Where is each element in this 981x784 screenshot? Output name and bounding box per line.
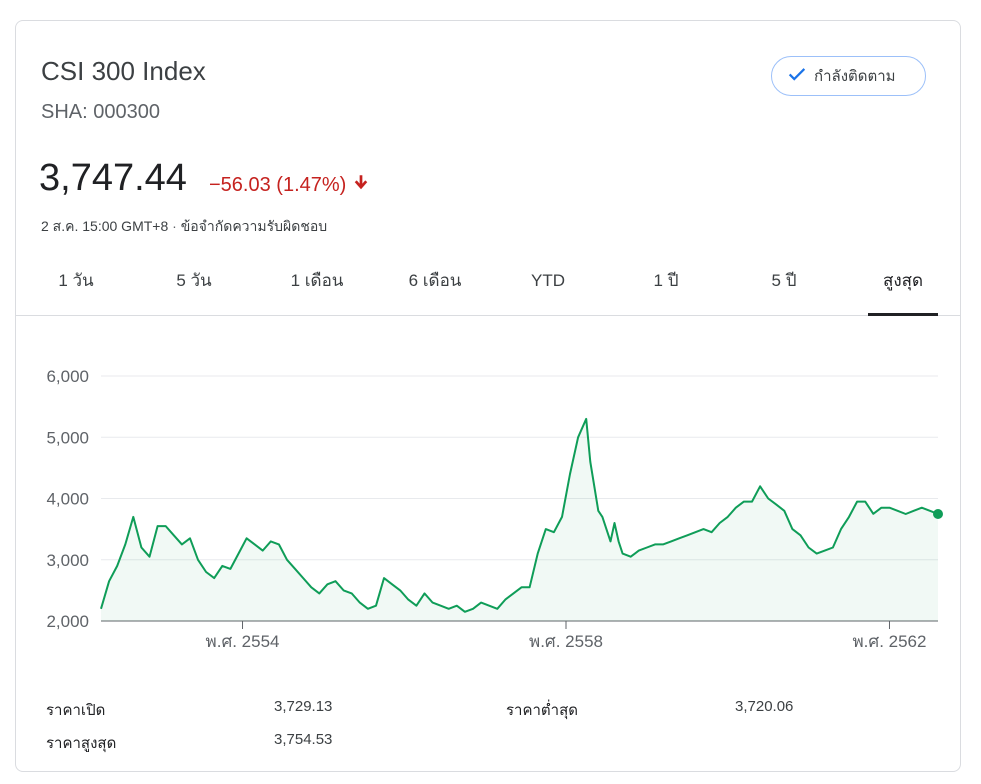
- tab-label: 5 วัน: [176, 271, 212, 290]
- current-price: 3,747.44: [39, 157, 187, 199]
- y-tick-label: 4,000: [46, 490, 89, 509]
- follow-label: กำลังติดตาม: [814, 68, 896, 85]
- price-chart-svg[interactable]: 2,000 3,000 4,000 5,000 6,000 พ.ศ. 2554 พ.ศ. 2…: [16, 321, 961, 681]
- tab-1-day[interactable]: 1 วัน: [36, 253, 116, 315]
- tab-5-year[interactable]: 5 ปี: [744, 253, 824, 315]
- series-line: [100, 417, 939, 613]
- tab-label: 1 วัน: [58, 271, 94, 290]
- stat-open-label: ราคาเปิด: [46, 702, 106, 719]
- price-chart[interactable]: 2,000 3,000 4,000 5,000 6,000 พ.ศ. 2554 พ.ศ. 2…: [16, 321, 961, 681]
- ticker-symbol: SHA: 000300: [41, 101, 160, 123]
- tab-6-month[interactable]: 6 เดือน: [389, 253, 481, 315]
- tab-ytd[interactable]: YTD: [508, 253, 588, 315]
- y-tick-label: 6,000: [46, 367, 89, 386]
- tab-1-month[interactable]: 1 เดือน: [271, 253, 363, 315]
- disclaimer-link[interactable]: ข้อจำกัดความรับผิดชอบ: [180, 218, 328, 234]
- stats-table: ราคาเปิด 3,729.13 ราคาต่ำสุด 3,720.06 รา…: [16, 681, 960, 761]
- x-tick-label: พ.ศ. 2562: [852, 632, 926, 651]
- meta-separator: ·: [172, 218, 177, 234]
- stat-low-value: 3,720.06: [735, 698, 794, 715]
- tab-5-day[interactable]: 5 วัน: [154, 253, 234, 315]
- follow-button[interactable]: กำลังติดตาม: [771, 56, 926, 96]
- stock-card: CSI 300 Index SHA: 000300 กำลังติดตาม 3,…: [15, 20, 961, 772]
- y-tick-label: 3,000: [46, 551, 89, 570]
- series-area: [101, 418, 938, 621]
- current-value-dot: [933, 508, 943, 519]
- tab-max[interactable]: สูงสุด: [868, 253, 938, 316]
- tab-label: YTD: [531, 271, 565, 290]
- range-tabs: 1 วัน 5 วัน 1 เดือน 6 เดือน YTD 1 ปี 5 ป…: [16, 253, 960, 316]
- x-tick-label: พ.ศ. 2554: [206, 632, 280, 651]
- y-tick-label: 2,000: [46, 612, 89, 631]
- stat-high-value: 3,754.53: [274, 731, 333, 748]
- arrow-down-icon: [350, 173, 370, 197]
- x-tick-label: พ.ศ. 2558: [529, 632, 603, 651]
- stat-low-label: ราคาต่ำสุด: [506, 702, 578, 719]
- tab-label: 6 เดือน: [408, 271, 462, 290]
- check-icon: [786, 63, 808, 89]
- stat-high-label: ราคาสูงสุด: [46, 735, 117, 752]
- index-title: CSI 300 Index: [41, 56, 206, 86]
- stat-open-value: 3,729.13: [274, 698, 333, 715]
- price-change-value: −56.03 (1.47%): [209, 173, 347, 196]
- tab-label: 1 ปี: [653, 271, 679, 290]
- tab-label: 5 ปี: [771, 271, 797, 290]
- price-change: −56.03 (1.47%): [209, 173, 370, 197]
- timestamp: 2 ส.ค. 15:00 GMT+8: [41, 218, 169, 234]
- active-tab-indicator: [868, 313, 938, 316]
- price-meta: 2 ส.ค. 15:00 GMT+8 · ข้อจำกัดความรับผิดช…: [41, 216, 327, 238]
- tab-1-year[interactable]: 1 ปี: [626, 253, 706, 315]
- tab-label: สูงสุด: [882, 271, 924, 290]
- y-tick-label: 5,000: [46, 428, 89, 447]
- tab-label: 1 เดือน: [290, 271, 344, 290]
